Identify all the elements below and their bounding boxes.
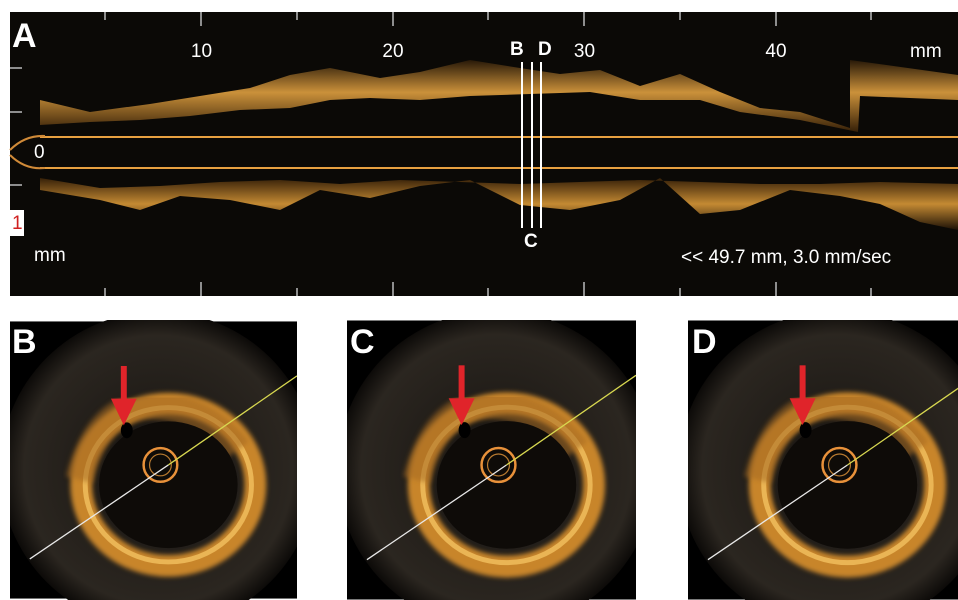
frame-marker-label: B bbox=[510, 39, 524, 60]
scale-tick-labels: 10 20 30 40 bbox=[191, 41, 787, 62]
oct-cross-section bbox=[337, 311, 656, 600]
scale-tick-label: 40 bbox=[765, 41, 786, 62]
panel-label: B bbox=[12, 323, 37, 361]
depth-unit: mm bbox=[34, 245, 66, 266]
panel-background bbox=[10, 12, 958, 296]
scale-tick-label: 10 bbox=[191, 41, 212, 62]
oct-cross-section bbox=[0, 312, 317, 600]
depth-label: 1 bbox=[12, 213, 23, 234]
oct-cross-section bbox=[678, 311, 958, 600]
panel-label: A bbox=[12, 17, 37, 55]
scale-unit: mm bbox=[910, 41, 942, 62]
panel-label: D bbox=[692, 323, 717, 361]
panel-label: C bbox=[350, 323, 375, 361]
pullback-info: << 49.7 mm, 3.0 mm/sec bbox=[681, 247, 891, 268]
cross-section-panel: B bbox=[0, 312, 317, 600]
scale-tick-label: 20 bbox=[382, 41, 403, 62]
depth-label: 0 bbox=[34, 142, 45, 163]
scale-tick-label: 30 bbox=[574, 41, 595, 62]
cross-section-panel: C bbox=[337, 311, 656, 600]
longitudinal-panel: A 10 20 30 40 mm 0 1 mm B C D << 49.7 mm, 3… bbox=[9, 12, 958, 296]
frame-marker-lines bbox=[521, 62, 542, 228]
vessel-wall-upper bbox=[40, 60, 958, 132]
cross-section-panel: D bbox=[678, 311, 958, 600]
vessel-wall-lower bbox=[40, 178, 958, 230]
depth-label-box bbox=[10, 210, 24, 236]
frame-marker-label: D bbox=[538, 39, 552, 60]
catheter-tip bbox=[9, 134, 46, 170]
frame-marker-label: C bbox=[524, 231, 538, 252]
